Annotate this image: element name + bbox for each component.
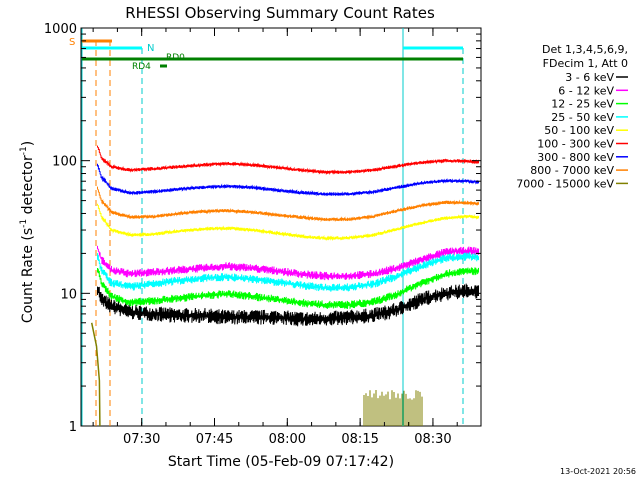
series-line (97, 145, 479, 176)
legend-label: 25 - 50 keV (551, 111, 614, 124)
series-line (97, 186, 479, 223)
y-axis-label-mid: detector (20, 155, 36, 219)
annotation-rd4: RD4 (132, 62, 151, 72)
y-axis-label: Count Rate (s-1 detector-1) (19, 141, 36, 323)
chart-title: RHESSI Observing Summary Count Rates (125, 4, 435, 22)
legend-label: 100 - 300 keV (537, 138, 614, 151)
series-line (97, 245, 479, 281)
plot-area (81, 28, 479, 426)
annotation-rd0: RD0 (166, 53, 185, 63)
series-line (97, 252, 479, 292)
series-line (97, 163, 479, 197)
series-line (97, 283, 479, 327)
legend-header: Det 1,3,4,5,6,9, (542, 43, 628, 56)
x-tick-label: 07:45 (196, 432, 233, 447)
x-tick-label: 08:15 (341, 432, 378, 447)
legend-header: FDecim 1, Att 0 (543, 57, 628, 70)
y-axis-label-sup1: -1 (19, 219, 29, 228)
legend-label: 3 - 6 keV (565, 71, 614, 84)
legend-label: 6 - 12 keV (558, 84, 614, 97)
legend-label: 300 - 800 keV (537, 151, 614, 164)
series-line (97, 267, 479, 309)
y-axis-label-sup2: -1 (19, 146, 29, 155)
y-tick-label: 1000 (44, 22, 77, 37)
y-axis-label-end: ) (20, 141, 36, 146)
y-tick-label: 1 (69, 420, 77, 435)
y-tick-label: 100 (52, 155, 77, 170)
annotation-n: N (147, 43, 154, 54)
series-line (90, 322, 101, 426)
legend-label: 12 - 25 keV (551, 98, 614, 111)
timestamp: 13-Oct-2021 20:56 (560, 467, 636, 476)
legend: Det 1,3,4,5,6,9,FDecim 1, Att 03 - 6 keV… (516, 43, 628, 190)
x-tick-label: 07:30 (123, 432, 160, 447)
legend-label: 7000 - 15000 keV (516, 177, 614, 190)
legend-label: 50 - 100 keV (544, 124, 614, 137)
x-tick-label: 08:30 (414, 432, 451, 447)
annotation-s: S (69, 37, 75, 48)
x-axis-label: Start Time (05-Feb-09 07:17:42) (168, 454, 394, 470)
y-axis: 1 10 100 1000 (44, 22, 481, 435)
series-line (97, 203, 479, 242)
y-axis-label-main: Count Rate (s (20, 228, 36, 323)
plot-frame (80, 27, 482, 427)
x-tick-label: 08:00 (269, 432, 306, 447)
legend-label: 800 - 7000 keV (530, 164, 614, 177)
x-axis: 07:30 07:45 08:00 08:15 08:30 (92, 28, 458, 447)
y-tick-label: 10 (60, 287, 77, 302)
